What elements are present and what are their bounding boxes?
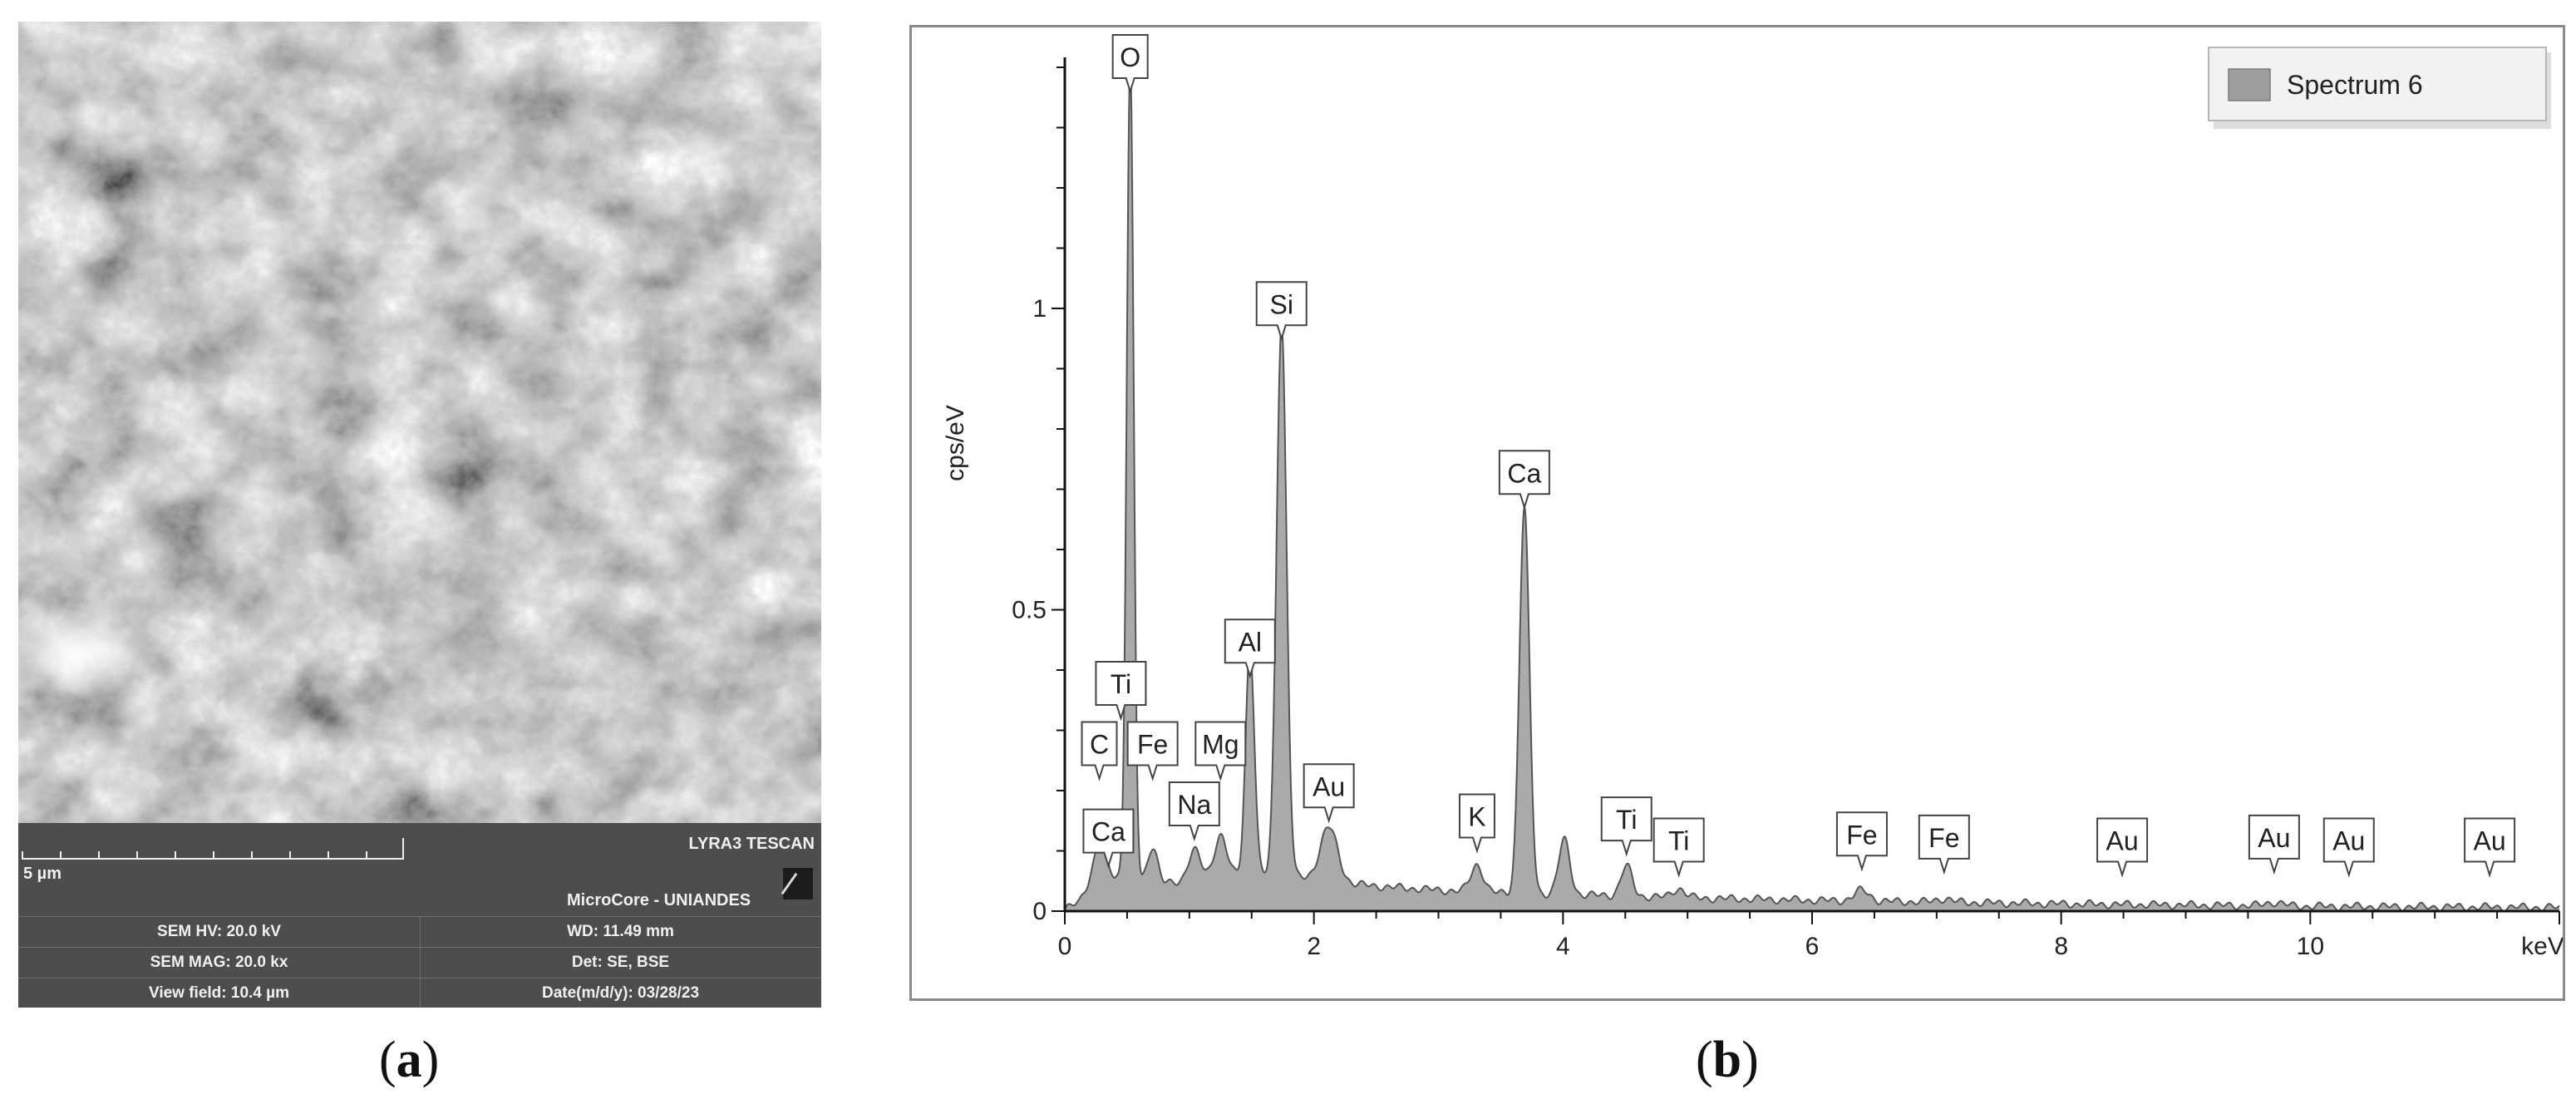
element-label-box	[1081, 721, 1118, 781]
element-label: K	[1458, 793, 1495, 854]
element-label: Au	[2322, 817, 2375, 878]
x-tick-label: 2	[1307, 933, 1321, 960]
element-label-box	[2322, 817, 2375, 878]
element-label: Au	[1303, 763, 1355, 824]
element-label-box	[1168, 781, 1220, 842]
instrument-logo-icon	[783, 868, 813, 899]
sem-panel: 5 µm LYRA3 TESCAN MicroCore - UNIANDES S…	[18, 22, 821, 1008]
element-label-text: K	[1468, 802, 1485, 832]
detector: Det: SE, BSE	[571, 954, 670, 971]
caption-b: (b)	[1696, 1032, 1759, 1088]
element-label-box	[1918, 814, 1970, 875]
scale-bar-label: 5 µm	[23, 865, 62, 883]
sem-info-row: View field: 10.4 µm Date(m/d/y): 03/28/2…	[18, 978, 821, 1008]
element-label-box	[1255, 281, 1308, 342]
element-label-text: Au	[2258, 823, 2290, 853]
element-label-box	[1652, 817, 1705, 878]
element-label: Ti	[1600, 796, 1652, 857]
element-label: Ca	[1498, 450, 1550, 510]
element-label: Au	[2464, 817, 2516, 878]
element-label: C	[1081, 721, 1118, 781]
element-label: Mg	[1194, 721, 1247, 781]
element-label-text: Au	[2106, 826, 2139, 856]
sem-info-row: SEM HV: 20.0 kV WD: 11.49 mm	[18, 916, 821, 947]
y-tick-label: 1	[1032, 295, 1047, 323]
element-label-text: Ti	[1616, 805, 1637, 835]
eds-spectrum-chart: 0 0.5 1 0 2 4 6 8 10 keV cps/eV O Si Ca Al Ti C Fe Mg Au Na…	[909, 25, 2565, 1001]
legend-entry: Spectrum 6	[2287, 70, 2423, 100]
element-label-text: Fe	[1846, 820, 1877, 850]
element-label-text: O	[1120, 42, 1140, 72]
element-label-box	[1082, 808, 1135, 869]
element-label-box	[1600, 796, 1652, 857]
element-label: Fe	[1918, 814, 1970, 875]
y-axis-label: cps/eV	[942, 405, 969, 481]
element-label-text: Ca	[1507, 458, 1541, 488]
x-axis-label: keV	[2521, 933, 2563, 960]
element-label-text: Ca	[1091, 817, 1125, 847]
x-tick-label: 8	[2054, 933, 2068, 960]
element-label-text: Na	[1177, 790, 1211, 820]
x-tick-label: 10	[2297, 933, 2324, 960]
y-tick-label: 0.5	[1012, 597, 1047, 624]
element-label-box	[1111, 34, 1149, 95]
element-label-text: Au	[2474, 826, 2506, 856]
element-label-text: Mg	[1202, 730, 1239, 760]
sem-micrograph	[18, 22, 821, 823]
element-label-box	[2464, 817, 2516, 878]
element-label: Ti	[1095, 661, 1147, 722]
x-tick-label: 4	[1556, 933, 1570, 960]
facility-label: MicroCore - UNIANDES	[567, 891, 751, 909]
element-label: Au	[2248, 814, 2300, 875]
element-label-text: Ti	[1111, 669, 1131, 699]
element-label: Au	[2096, 817, 2149, 878]
element-label: Al	[1224, 619, 1276, 679]
element-label: Ti	[1652, 817, 1705, 878]
x-tick-label: 0	[1058, 933, 1072, 960]
element-label: O	[1111, 34, 1149, 95]
element-label-box	[2096, 817, 2149, 878]
scale-bar	[22, 838, 404, 860]
element-label-text: Fe	[1137, 730, 1168, 760]
element-label: Fe	[1835, 811, 1888, 872]
instrument-label: LYRA3 TESCAN	[688, 835, 815, 853]
element-label: Fe	[1126, 721, 1179, 781]
element-label-box	[1224, 619, 1276, 679]
element-label: Na	[1168, 781, 1220, 842]
working-distance: WD: 11.49 mm	[567, 923, 674, 940]
spectrum-line	[1064, 62, 2560, 912]
sem-info-row: SEM MAG: 20.0 kx Det: SE, BSE	[18, 947, 821, 978]
element-label: Si	[1255, 281, 1308, 342]
element-label-box	[1095, 661, 1147, 722]
element-label-text: Au	[1313, 771, 1345, 801]
sem-info-table: SEM HV: 20.0 kV WD: 11.49 mm SEM MAG: 20…	[18, 916, 821, 1008]
legend-swatch	[2228, 68, 2271, 101]
element-label-box	[1458, 793, 1495, 854]
legend: Spectrum 6	[2208, 47, 2551, 129]
sem-hv: SEM HV: 20.0 kV	[157, 923, 281, 940]
element-label: Ca	[1082, 808, 1135, 869]
y-tick-label: 0	[1032, 898, 1047, 925]
element-label-box	[1194, 721, 1247, 781]
view-field: View field: 10.4 µm	[149, 984, 289, 1002]
sem-info-bar: 5 µm LYRA3 TESCAN MicroCore - UNIANDES S…	[18, 823, 821, 1008]
element-label-text: C	[1090, 730, 1109, 760]
x-tick-label: 6	[1805, 933, 1820, 960]
element-label-box	[1126, 721, 1179, 781]
element-label-box	[2248, 814, 2300, 875]
element-label-text: Au	[2332, 826, 2365, 856]
element-label-box	[1498, 450, 1550, 510]
element-label-box	[1835, 811, 1888, 872]
sem-mag: SEM MAG: 20.0 kx	[150, 954, 288, 971]
element-label-text: Fe	[1928, 823, 1959, 853]
element-label-box	[1303, 763, 1355, 824]
element-label-text: Si	[1269, 289, 1293, 319]
element-label-text: Ti	[1668, 826, 1689, 856]
acquisition-date: Date(m/d/y): 03/28/23	[541, 984, 700, 1002]
caption-a: (a)	[379, 1032, 440, 1088]
spectrum-area	[1065, 62, 2559, 911]
element-label-text: Al	[1239, 627, 1262, 657]
